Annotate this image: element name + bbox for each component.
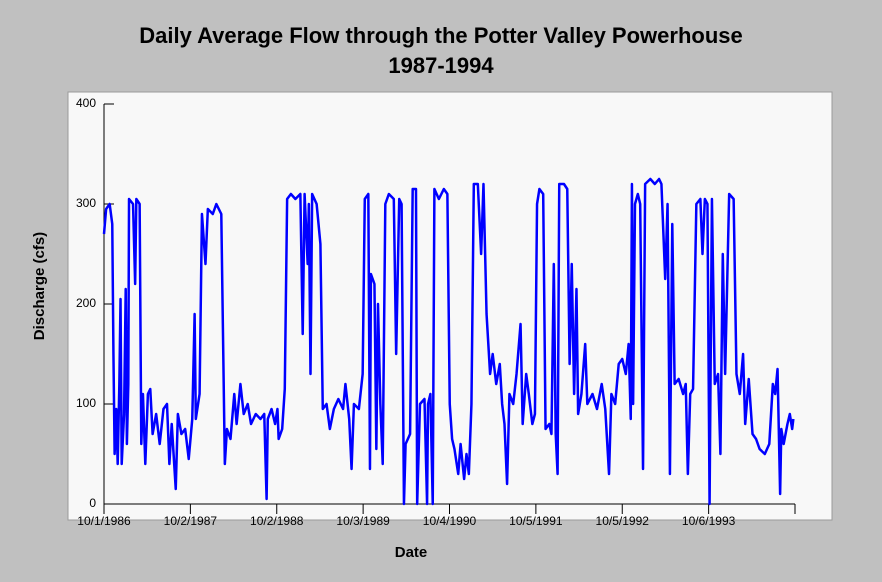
y-tick-label: 200 [76, 296, 96, 310]
x-tick-label: 10/1/1986 [77, 514, 131, 528]
chart-title: Daily Average Flow through the Potter Va… [139, 23, 743, 48]
y-axis-label: Discharge (cfs) [31, 232, 48, 340]
x-tick-label: 10/2/1987 [164, 514, 218, 528]
x-tick-label: 10/6/1993 [682, 514, 736, 528]
x-tick-label: 10/3/1989 [336, 514, 390, 528]
y-tick-label: 400 [76, 96, 96, 110]
x-tick-label: 10/2/1988 [250, 514, 304, 528]
y-tick-label: 300 [76, 196, 96, 210]
x-tick-label: 10/5/1991 [509, 514, 563, 528]
x-axis-label: Date [395, 544, 428, 561]
y-tick-label: 0 [89, 496, 96, 510]
x-tick-label: 10/5/1992 [596, 514, 650, 528]
data-line [102, 177, 795, 506]
plot-panel [67, 91, 833, 521]
y-tick-label: 100 [76, 396, 96, 410]
x-tick-label: 10/4/1990 [423, 514, 477, 528]
chart-subtitle: 1987-1994 [388, 53, 494, 78]
